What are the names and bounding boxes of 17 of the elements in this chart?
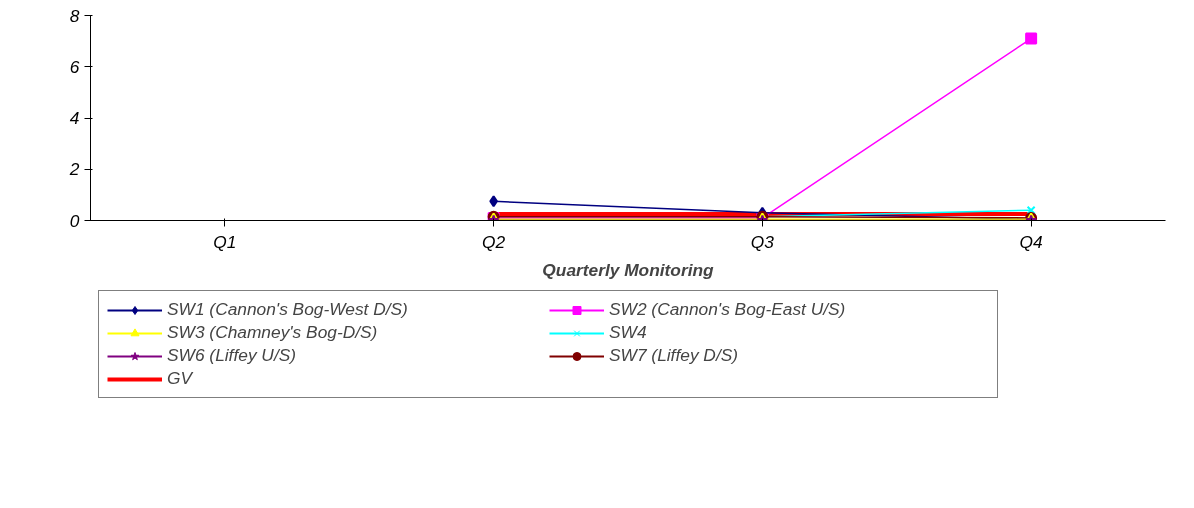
legend-label: SW1 (Cannon's Bog-West D/S)	[167, 299, 409, 320]
legend-label: SW3 (Chamney's Bog-D/S)	[167, 322, 379, 343]
legend-label: GV	[167, 368, 194, 389]
y-tick-label: 2	[68, 159, 80, 180]
x-tick-label: Q3	[750, 231, 775, 252]
legend-label: SW4	[609, 322, 648, 343]
x-tick-label: Q1	[213, 231, 237, 252]
y-tick-label: 0	[69, 210, 80, 231]
y-tick-label: 4	[69, 108, 80, 128]
x-tick-label: Q4	[1019, 231, 1043, 252]
y-tick-label: 6	[69, 56, 80, 77]
legend-label: SW2 (Cannon's Bog-East U/S)	[609, 299, 847, 320]
legend-label: SW6 (Liffey U/S)	[167, 345, 298, 366]
x-axis-title: Quarterly Monitoring	[542, 259, 715, 280]
y-tick-label: 8	[69, 5, 80, 26]
legend-label: SW7 (Liffey D/S)	[609, 345, 740, 366]
x-tick-label: Q2	[482, 231, 506, 252]
